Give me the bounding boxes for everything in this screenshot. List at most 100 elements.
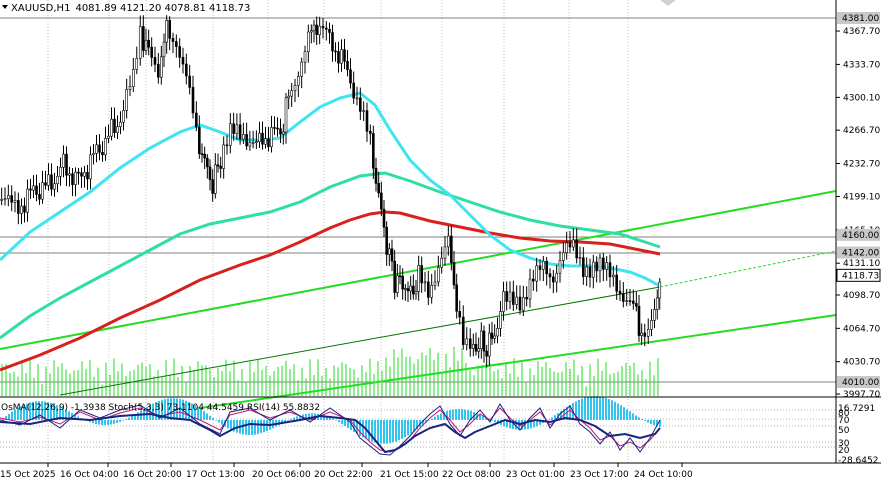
- candle-body: [374, 167, 378, 184]
- osma-bar: [290, 418, 292, 420]
- osma-bar: [350, 420, 352, 431]
- candle-body: [508, 291, 512, 302]
- sub-level-label: 30: [838, 439, 850, 449]
- osma-bar: [14, 409, 16, 420]
- osma-bar: [188, 401, 190, 420]
- osma-bar: [341, 420, 343, 425]
- osma-bar: [536, 420, 538, 427]
- candle-body: [440, 257, 443, 268]
- osma-bar: [29, 402, 31, 420]
- osma-bar: [377, 420, 379, 444]
- candle-body: [310, 30, 313, 33]
- osma-bar: [44, 401, 46, 420]
- osma-bar: [215, 420, 217, 421]
- osma-bar: [515, 420, 517, 430]
- candle-body: [490, 332, 494, 339]
- y-tick-label: 4064.70: [843, 324, 880, 334]
- x-tick-label: 17 Oct 13:00: [186, 470, 245, 480]
- chart-header: XAUUSD,H1 4081.89 4121.20 4078.81 4118.73: [11, 3, 250, 14]
- candle-body: [77, 171, 80, 174]
- osma-bar: [65, 409, 67, 420]
- osma-bar: [539, 420, 541, 425]
- candle-body: [29, 188, 32, 191]
- candle-body: [430, 284, 433, 298]
- collapse-icon[interactable]: [2, 5, 8, 9]
- osma-bar: [401, 420, 403, 439]
- candle-body: [71, 173, 74, 185]
- y-tick-label: 4333.70: [843, 60, 880, 70]
- candle-body: [582, 257, 585, 277]
- candle-body: [321, 25, 325, 29]
- osma-bar: [104, 420, 106, 426]
- y-tick-label: 4232.70: [843, 160, 880, 170]
- candle-body: [315, 24, 318, 35]
- osma-bar: [629, 411, 631, 420]
- candle-body: [303, 51, 307, 63]
- candle-body: [160, 56, 163, 78]
- osma-bar: [440, 413, 442, 420]
- candle-body: [235, 124, 239, 134]
- candle-body: [512, 291, 515, 305]
- candle-body: [26, 188, 29, 213]
- osma-bar: [299, 415, 301, 420]
- candle-body: [38, 194, 41, 200]
- osma-bar: [23, 404, 25, 420]
- osma-bar: [236, 420, 238, 433]
- osma-bar: [326, 416, 328, 420]
- osma-bar: [632, 413, 634, 420]
- level-label: 4160.00: [842, 231, 879, 241]
- candle-body: [658, 281, 662, 299]
- osma-bar: [509, 420, 511, 429]
- osma-bar: [455, 409, 457, 420]
- osma-bar: [356, 420, 358, 434]
- candle-body: [3, 198, 7, 201]
- osma-bar: [8, 413, 10, 420]
- candle-body: [359, 97, 362, 112]
- osma-bar: [20, 406, 22, 420]
- candle-body: [412, 285, 415, 295]
- candle-body: [62, 153, 65, 168]
- candle-body: [157, 64, 160, 78]
- candle-body: [618, 290, 622, 294]
- sub-level-label: 20: [838, 446, 850, 456]
- candle-body: [68, 173, 71, 176]
- candle-body: [279, 128, 282, 135]
- osma-bar: [122, 420, 124, 421]
- candle-body: [628, 300, 632, 302]
- osma-bar: [578, 399, 580, 420]
- candle-body: [382, 208, 386, 228]
- candle-body: [104, 138, 107, 156]
- osma-bar: [626, 409, 628, 420]
- candle-body: [35, 185, 38, 195]
- candle-body: [605, 262, 608, 270]
- osma-bar: [446, 410, 448, 420]
- candle-body: [162, 41, 166, 58]
- candle-body: [496, 328, 499, 337]
- candle-body: [465, 338, 469, 345]
- scroll-marker-icon[interactable]: [660, 0, 676, 6]
- osma-bar: [248, 420, 250, 435]
- osma-bar: [371, 420, 373, 442]
- candle-body: [297, 76, 300, 86]
- candle-body: [377, 183, 380, 194]
- osma-bar: [221, 420, 223, 425]
- osma-bar: [260, 420, 262, 434]
- osma-bar: [47, 402, 49, 420]
- sub-level-label: 80: [838, 409, 850, 419]
- osma-bar: [359, 420, 361, 436]
- candle-body: [505, 291, 508, 302]
- candle-body: [461, 316, 465, 345]
- candle-body: [592, 261, 595, 278]
- osma-bar: [653, 420, 655, 426]
- osma-bar: [230, 420, 232, 431]
- x-tick-label: 16 Oct 04:00: [60, 470, 119, 480]
- level-label: 4381.00: [842, 14, 879, 24]
- candle-body: [612, 274, 615, 278]
- candle-body: [307, 31, 310, 53]
- osma-bar: [128, 417, 130, 420]
- osma-bar: [650, 420, 652, 424]
- candle-body: [282, 131, 285, 135]
- candle-body: [458, 310, 462, 318]
